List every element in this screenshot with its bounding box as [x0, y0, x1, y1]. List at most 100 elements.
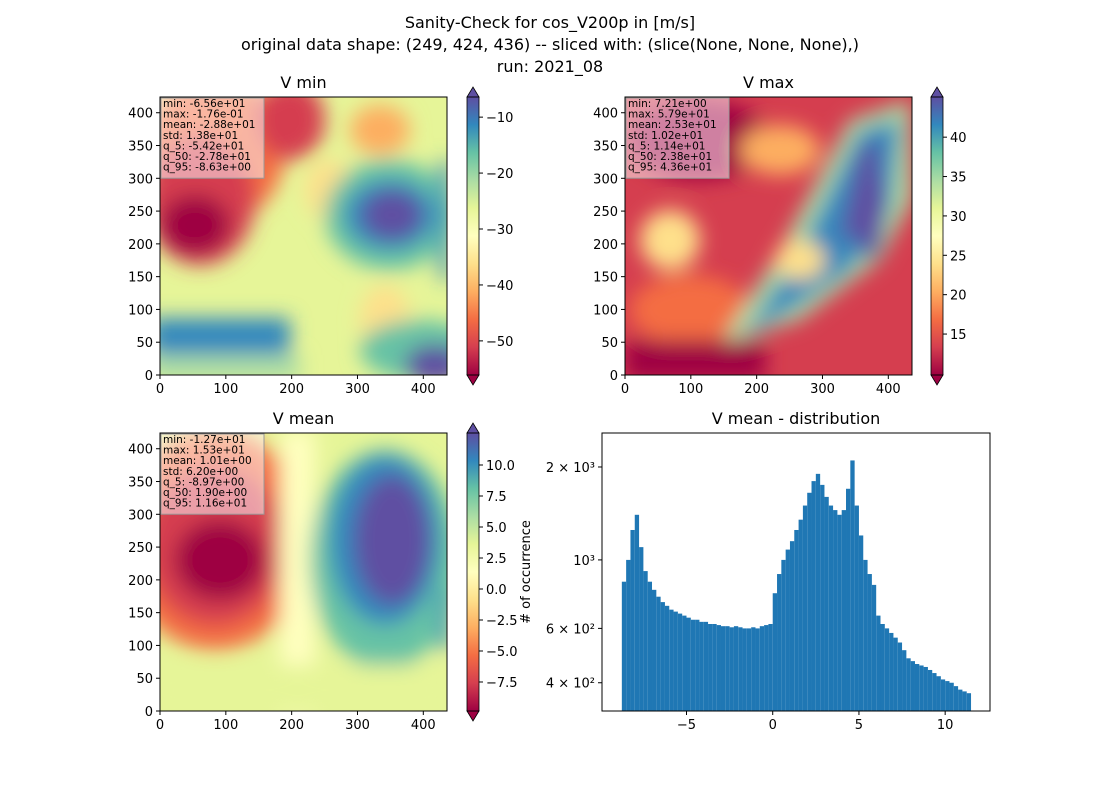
panel-title: V max	[743, 73, 794, 92]
y-tick-label: 300	[128, 172, 153, 187]
stats-line: q_95: 1.16e+01	[163, 498, 247, 510]
colorbar-tick-label: 40	[950, 131, 967, 146]
x-tick-label: 0	[156, 382, 164, 397]
bar	[690, 619, 696, 711]
x-tick-label: 200	[744, 382, 769, 397]
stats-line: std: 1.38e+01	[163, 130, 238, 142]
bar	[647, 581, 653, 711]
y-axis-label: # of occurrence	[519, 520, 534, 624]
bar	[781, 559, 786, 711]
bar	[729, 627, 734, 711]
bar	[932, 673, 937, 711]
bar	[751, 627, 756, 711]
y-tick-label: 350	[128, 476, 153, 491]
colorbar-tick-label: −7.5	[486, 676, 518, 691]
stats-box	[160, 433, 265, 515]
panel-title: V min	[280, 73, 326, 92]
colorbar-frame	[466, 432, 480, 712]
y-tick-label: 250	[593, 205, 618, 220]
y-tick-label: 400	[128, 443, 153, 458]
bar	[945, 681, 950, 711]
y-tick-label: 300	[128, 508, 153, 523]
colorbar-tick-label: 5.0	[486, 521, 507, 536]
y-tick-label: 50	[136, 336, 153, 351]
bar	[914, 664, 920, 711]
bar	[854, 505, 859, 711]
stats-box	[625, 97, 730, 179]
stats-line: mean: -2.88e+01	[163, 119, 255, 131]
bar	[880, 623, 885, 711]
y-tick-label: 10³	[573, 554, 595, 569]
colorbar-extend	[466, 374, 480, 386]
bar	[897, 642, 903, 711]
stats-line: min: -1.27e+01	[163, 434, 245, 446]
x-tick-label: 400	[411, 382, 436, 397]
bar	[927, 669, 933, 711]
bar	[858, 535, 864, 711]
bar	[725, 626, 730, 711]
stats-line: std: 1.02e+01	[628, 130, 703, 142]
stats-line: std: 6.20e+00	[163, 466, 238, 478]
colorbar	[467, 433, 479, 711]
colorbar	[931, 97, 943, 375]
bar	[746, 628, 752, 711]
stats-line: q_50: 1.90e+00	[163, 487, 247, 499]
heatmap-image	[160, 97, 447, 375]
suptitle: Sanity-Check for cos_V200p in [m/s]	[405, 13, 695, 33]
y-tick-label: 150	[128, 607, 153, 622]
y-tick-label: 250	[128, 541, 153, 556]
x-tick-label: 200	[279, 718, 304, 733]
bar	[893, 637, 898, 711]
bar	[828, 505, 834, 711]
bar	[764, 625, 769, 711]
colorbar-extend	[466, 86, 480, 98]
bar	[794, 529, 799, 711]
bar	[639, 547, 644, 711]
y-tick-label: 300	[593, 172, 618, 187]
axes-frame	[159, 432, 448, 712]
bar	[733, 626, 739, 711]
stats-line: mean: 2.53e+01	[628, 119, 717, 131]
x-tick-label: 300	[345, 718, 370, 733]
bar	[673, 611, 678, 711]
bar	[846, 488, 851, 711]
y-tick-label: 0	[145, 369, 153, 384]
colorbar-frame	[466, 96, 480, 376]
colorbar-tick-label: 35	[950, 171, 967, 186]
bar	[962, 691, 967, 711]
colorbar-tick-label: −5.0	[486, 645, 518, 660]
bar	[686, 617, 691, 711]
stats-line: max: -1.76e-01	[163, 109, 244, 121]
bar	[772, 593, 778, 711]
bar	[940, 679, 946, 711]
bar	[824, 496, 829, 711]
y-tick-label: 2 × 10³	[546, 461, 595, 476]
bar	[902, 650, 907, 711]
stats-line: q_95: -8.63e+00	[163, 162, 251, 174]
colorbar-tick-label: 0.0	[486, 583, 507, 598]
x-tick-label: 100	[678, 382, 703, 397]
y-tick-label: 50	[601, 336, 618, 351]
x-tick-label: 0	[769, 718, 777, 733]
bar	[768, 623, 773, 711]
suptitle: original data shape: (249, 424, 436) -- …	[241, 35, 859, 54]
bar	[626, 559, 631, 711]
y-tick-label: 350	[128, 140, 153, 155]
stats-line: q_50: -2.78e+01	[163, 151, 251, 163]
bar	[634, 514, 640, 711]
bar	[833, 510, 838, 711]
bar	[949, 682, 954, 711]
bar	[759, 626, 765, 711]
colorbar-extend	[930, 86, 944, 98]
bar	[621, 581, 627, 711]
y-tick-label: 200	[128, 238, 153, 253]
bar	[815, 473, 821, 711]
bar	[677, 613, 683, 711]
x-tick-label: 10	[937, 718, 954, 733]
bar	[867, 574, 872, 711]
stats-line: q_5: -8.97e+00	[163, 476, 244, 488]
x-tick-label: 5	[855, 718, 863, 733]
y-tick-label: 100	[128, 639, 153, 654]
bar	[871, 584, 877, 711]
